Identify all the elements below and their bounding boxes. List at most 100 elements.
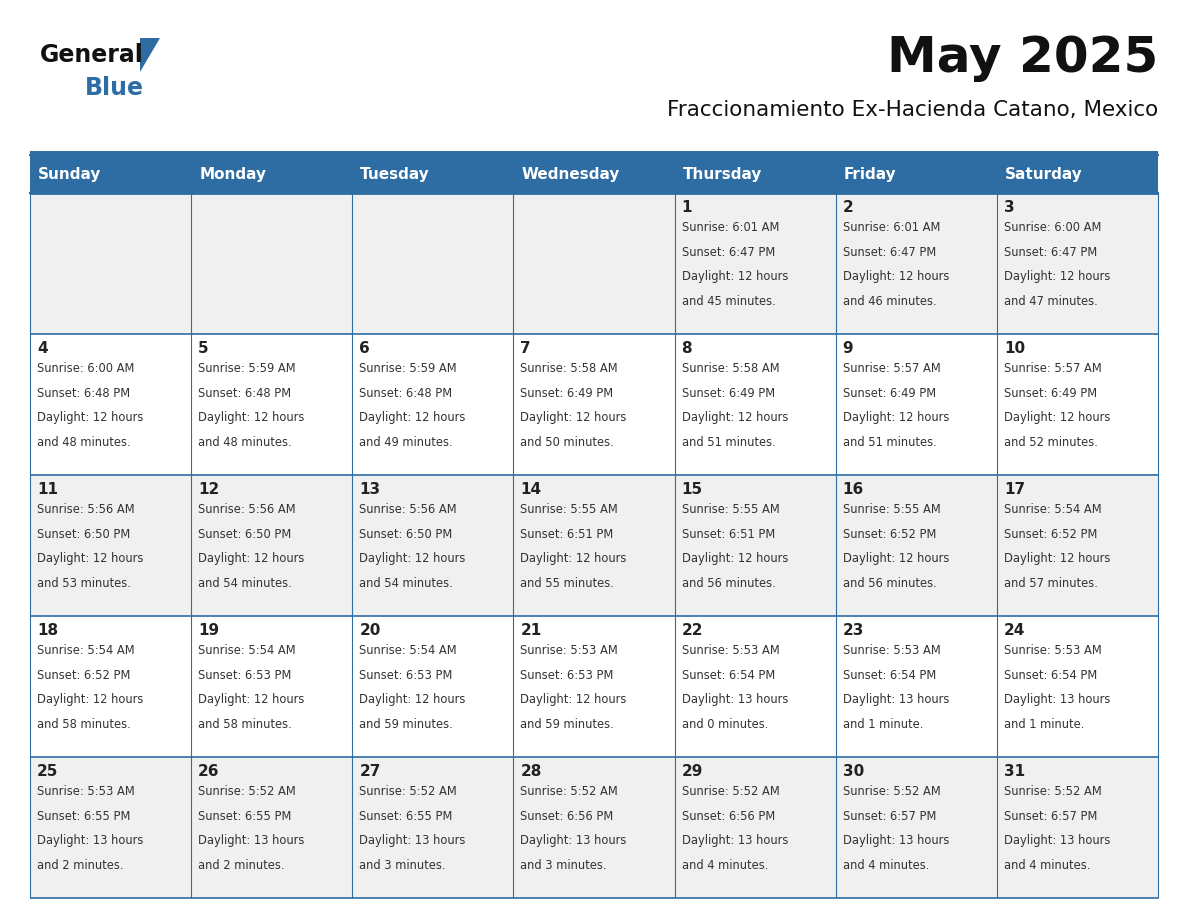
Text: 4: 4: [37, 341, 48, 356]
Text: Daylight: 12 hours: Daylight: 12 hours: [520, 411, 627, 424]
Text: Sunset: 6:49 PM: Sunset: 6:49 PM: [842, 386, 936, 399]
Bar: [997, 475, 1158, 616]
Text: Daylight: 12 hours: Daylight: 12 hours: [359, 553, 466, 565]
Text: Sunset: 6:53 PM: Sunset: 6:53 PM: [520, 668, 614, 682]
Text: Daylight: 13 hours: Daylight: 13 hours: [1004, 693, 1111, 706]
Text: Sunrise: 5:52 AM: Sunrise: 5:52 AM: [1004, 785, 1101, 798]
Text: Sunrise: 6:01 AM: Sunrise: 6:01 AM: [842, 221, 940, 234]
Text: Sunrise: 5:56 AM: Sunrise: 5:56 AM: [359, 503, 457, 516]
Text: Sunrise: 5:56 AM: Sunrise: 5:56 AM: [37, 503, 134, 516]
Text: and 2 minutes.: and 2 minutes.: [198, 859, 285, 872]
Text: Daylight: 13 hours: Daylight: 13 hours: [842, 834, 949, 847]
Bar: [835, 155, 997, 193]
Bar: [191, 616, 353, 757]
Text: Daylight: 13 hours: Daylight: 13 hours: [37, 834, 144, 847]
Text: 6: 6: [359, 341, 369, 356]
Text: Sunrise: 5:52 AM: Sunrise: 5:52 AM: [198, 785, 296, 798]
Text: 27: 27: [359, 764, 380, 779]
Bar: [675, 616, 835, 757]
Text: Daylight: 12 hours: Daylight: 12 hours: [198, 693, 304, 706]
Text: Sunrise: 6:00 AM: Sunrise: 6:00 AM: [37, 362, 134, 375]
Bar: [513, 334, 675, 475]
Text: Sunset: 6:47 PM: Sunset: 6:47 PM: [842, 246, 936, 259]
Text: May 2025: May 2025: [886, 34, 1158, 82]
Text: Fraccionamiento Ex-Hacienda Catano, Mexico: Fraccionamiento Ex-Hacienda Catano, Mexi…: [666, 100, 1158, 120]
Text: 28: 28: [520, 764, 542, 779]
Text: 12: 12: [198, 482, 220, 497]
Text: and 52 minutes.: and 52 minutes.: [1004, 436, 1098, 449]
Bar: [997, 334, 1158, 475]
Text: and 50 minutes.: and 50 minutes.: [520, 436, 614, 449]
Bar: [353, 155, 513, 193]
Text: Sunset: 6:57 PM: Sunset: 6:57 PM: [1004, 810, 1098, 823]
Text: Daylight: 12 hours: Daylight: 12 hours: [842, 553, 949, 565]
Text: Sunrise: 5:57 AM: Sunrise: 5:57 AM: [1004, 362, 1101, 375]
Text: Daylight: 13 hours: Daylight: 13 hours: [682, 834, 788, 847]
Bar: [997, 155, 1158, 193]
Bar: [30, 616, 191, 757]
Text: Sunrise: 5:55 AM: Sunrise: 5:55 AM: [520, 503, 618, 516]
Text: Sunrise: 5:52 AM: Sunrise: 5:52 AM: [842, 785, 941, 798]
Text: and 47 minutes.: and 47 minutes.: [1004, 295, 1098, 308]
Bar: [353, 193, 513, 334]
Text: Sunset: 6:56 PM: Sunset: 6:56 PM: [682, 810, 775, 823]
Bar: [513, 193, 675, 334]
Text: and 55 minutes.: and 55 minutes.: [520, 577, 614, 590]
Bar: [353, 475, 513, 616]
Text: Daylight: 12 hours: Daylight: 12 hours: [198, 411, 304, 424]
Text: 9: 9: [842, 341, 853, 356]
Text: 24: 24: [1004, 623, 1025, 638]
Text: Sunrise: 5:54 AM: Sunrise: 5:54 AM: [37, 644, 134, 657]
Text: Wednesday: Wednesday: [522, 166, 620, 182]
Bar: [191, 757, 353, 898]
Text: 25: 25: [37, 764, 58, 779]
Text: Daylight: 12 hours: Daylight: 12 hours: [37, 411, 144, 424]
Text: Sunrise: 5:53 AM: Sunrise: 5:53 AM: [842, 644, 941, 657]
Text: Sunrise: 5:54 AM: Sunrise: 5:54 AM: [198, 644, 296, 657]
Bar: [30, 334, 191, 475]
Text: Daylight: 12 hours: Daylight: 12 hours: [520, 693, 627, 706]
Text: Sunset: 6:50 PM: Sunset: 6:50 PM: [37, 528, 131, 541]
Text: and 59 minutes.: and 59 minutes.: [359, 718, 453, 731]
Text: 13: 13: [359, 482, 380, 497]
Bar: [353, 334, 513, 475]
Text: Sunrise: 5:58 AM: Sunrise: 5:58 AM: [520, 362, 618, 375]
Text: and 4 minutes.: and 4 minutes.: [1004, 859, 1091, 872]
Text: and 2 minutes.: and 2 minutes.: [37, 859, 124, 872]
Text: General: General: [40, 43, 144, 67]
Text: Sunset: 6:52 PM: Sunset: 6:52 PM: [37, 668, 131, 682]
Text: Daylight: 12 hours: Daylight: 12 hours: [682, 270, 788, 284]
Text: Sunset: 6:48 PM: Sunset: 6:48 PM: [359, 386, 453, 399]
Text: Sunrise: 6:01 AM: Sunrise: 6:01 AM: [682, 221, 779, 234]
Bar: [675, 193, 835, 334]
Text: Monday: Monday: [200, 166, 266, 182]
Text: Daylight: 12 hours: Daylight: 12 hours: [1004, 553, 1111, 565]
Text: and 4 minutes.: and 4 minutes.: [842, 859, 929, 872]
Text: and 54 minutes.: and 54 minutes.: [198, 577, 292, 590]
Text: Daylight: 12 hours: Daylight: 12 hours: [198, 553, 304, 565]
Bar: [191, 193, 353, 334]
Text: Thursday: Thursday: [683, 166, 762, 182]
Text: Sunrise: 5:53 AM: Sunrise: 5:53 AM: [1004, 644, 1101, 657]
Text: Daylight: 13 hours: Daylight: 13 hours: [842, 693, 949, 706]
Text: Daylight: 13 hours: Daylight: 13 hours: [359, 834, 466, 847]
Bar: [30, 193, 191, 334]
Text: Sunset: 6:49 PM: Sunset: 6:49 PM: [682, 386, 775, 399]
Text: and 0 minutes.: and 0 minutes.: [682, 718, 767, 731]
Text: Daylight: 13 hours: Daylight: 13 hours: [198, 834, 304, 847]
Text: 19: 19: [198, 623, 220, 638]
Text: Sunrise: 5:53 AM: Sunrise: 5:53 AM: [682, 644, 779, 657]
Bar: [997, 616, 1158, 757]
Text: and 46 minutes.: and 46 minutes.: [842, 295, 936, 308]
Text: Sunrise: 5:52 AM: Sunrise: 5:52 AM: [359, 785, 457, 798]
Text: and 58 minutes.: and 58 minutes.: [198, 718, 292, 731]
Text: and 1 minute.: and 1 minute.: [842, 718, 923, 731]
Text: and 54 minutes.: and 54 minutes.: [359, 577, 453, 590]
Text: Daylight: 12 hours: Daylight: 12 hours: [359, 693, 466, 706]
Text: Sunrise: 5:53 AM: Sunrise: 5:53 AM: [37, 785, 134, 798]
Bar: [835, 616, 997, 757]
Text: Daylight: 12 hours: Daylight: 12 hours: [682, 411, 788, 424]
Text: and 59 minutes.: and 59 minutes.: [520, 718, 614, 731]
Text: 30: 30: [842, 764, 864, 779]
Bar: [30, 151, 1158, 155]
